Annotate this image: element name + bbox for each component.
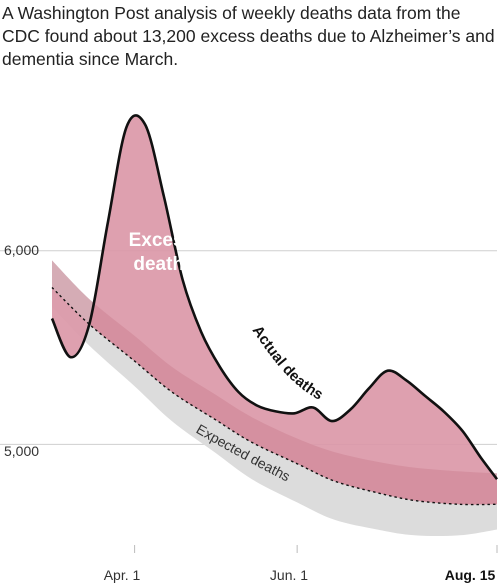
y-tick-label-6000: 6,000 bbox=[4, 242, 39, 258]
axis-ticks bbox=[134, 545, 498, 553]
headline: A Washington Post analysis of weekly dea… bbox=[2, 3, 495, 69]
excess-area bbox=[52, 115, 497, 505]
excess-deaths-label: Excess deaths bbox=[129, 230, 200, 275]
expected-deaths-line bbox=[51, 287, 498, 506]
actual-deaths-label: Actual deaths bbox=[249, 322, 326, 403]
y-tick-label-5000: 5,000 bbox=[4, 443, 39, 459]
excess-deaths-label-line2: deaths bbox=[133, 254, 194, 275]
x-tick-label-apr1: Apr. 1 bbox=[104, 567, 141, 583]
excess-deaths-area bbox=[52, 115, 497, 505]
x-tick-label-aug15: Aug. 15 bbox=[445, 567, 496, 583]
actual-deaths-line bbox=[50, 114, 499, 480]
actual-deaths-label-path: Actual deaths bbox=[247, 321, 327, 405]
x-tick-label-jun1: Jun. 1 bbox=[270, 567, 308, 583]
excess-deaths-label-line1: Excess bbox=[129, 230, 195, 251]
excess-overlap-band bbox=[52, 260, 497, 505]
series-lines bbox=[50, 114, 499, 506]
